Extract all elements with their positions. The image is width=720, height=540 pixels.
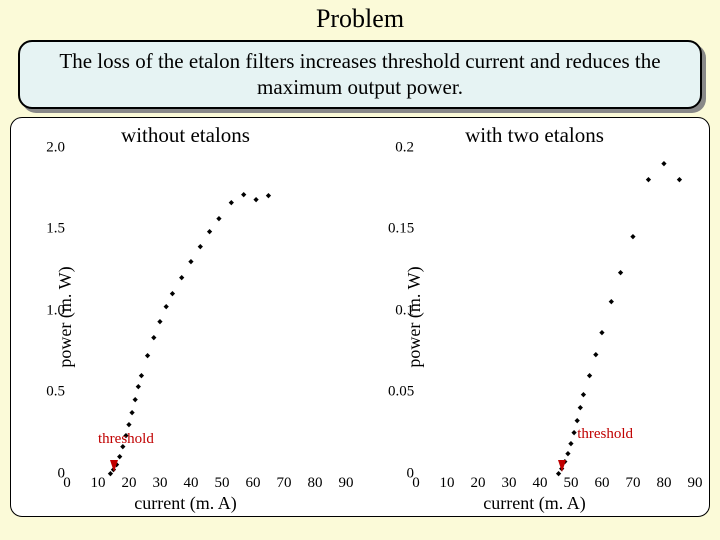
plot-area-left: ◆◆◆◆◆◆◆◆◆◆◆◆◆◆◆◆◆◆◆◆◆◆◆◆◆threshold [67,148,346,474]
data-point: ◆ [139,372,144,379]
ytick: 0.5 [39,384,65,401]
ytick: 1.0 [39,302,65,319]
plot-area-right: ◆◆◆◆◆◆◆◆◆◆◆◆◆◆◆◆◆◆threshold [416,148,695,474]
data-point: ◆ [145,353,150,360]
data-point: ◆ [565,450,570,457]
data-point: ◆ [129,410,134,417]
data-point: ◆ [599,330,604,337]
data-point: ◆ [568,441,573,448]
xtick: 40 [533,475,548,492]
data-point: ◆ [157,318,162,325]
xtick: 90 [339,475,354,492]
callout-text: The loss of the etalon filters increases… [18,40,702,109]
data-point: ◆ [630,234,635,241]
callout-box: The loss of the etalon filters increases… [18,40,702,109]
ytick: 0.05 [388,384,414,401]
xlabel-right: current (m. A) [360,493,709,514]
data-point: ◆ [207,229,212,236]
xtick: 60 [595,475,610,492]
xtick: 30 [502,475,517,492]
ytick: 0.1 [388,302,414,319]
chart-without-etalons: without etalons power (m. W) ◆◆◆◆◆◆◆◆◆◆◆… [11,118,360,516]
page-title: Problem [0,0,720,34]
charts-panel: without etalons power (m. W) ◆◆◆◆◆◆◆◆◆◆◆… [10,117,710,517]
data-point: ◆ [163,304,168,311]
xlabel-left: current (m. A) [11,493,360,514]
data-point: ◆ [646,177,651,184]
threshold-label: threshold [98,431,154,448]
data-point: ◆ [593,351,598,358]
xtick: 10 [440,475,455,492]
xtick: 30 [153,475,168,492]
ytick: 2.0 [39,139,65,156]
data-point: ◆ [571,429,576,436]
xtick: 80 [308,475,323,492]
ytick: 0.2 [388,139,414,156]
data-point: ◆ [661,160,666,167]
data-point: ◆ [229,199,234,206]
data-point: ◆ [179,274,184,281]
ytick: 0 [388,465,414,482]
xtick: 60 [246,475,261,492]
xtick: 0 [63,475,71,492]
ytick: 0.15 [388,221,414,238]
ytick: 0 [39,465,65,482]
data-point: ◆ [188,258,193,265]
data-point: ◆ [151,335,156,342]
xtick: 50 [564,475,579,492]
xtick: 0 [412,475,420,492]
data-point: ◆ [677,177,682,184]
threshold-label: threshold [577,426,633,443]
data-point: ◆ [574,418,579,425]
data-point: ◆ [136,384,141,391]
data-point: ◆ [587,372,592,379]
data-point: ◆ [241,191,246,198]
data-point: ◆ [216,216,221,223]
data-point: ◆ [170,291,175,298]
xtick: 40 [184,475,199,492]
xtick: 70 [277,475,292,492]
threshold-arrow-icon [558,460,566,472]
data-point: ◆ [198,243,203,250]
threshold-arrow-icon [110,460,118,472]
xtick: 20 [471,475,486,492]
data-point: ◆ [578,405,583,412]
data-point: ◆ [117,454,122,461]
data-point: ◆ [618,270,623,277]
chart-with-two-etalons: with two etalons power (m. W) ◆◆◆◆◆◆◆◆◆◆… [360,118,709,516]
xtick: 70 [626,475,641,492]
xtick: 90 [688,475,703,492]
xtick: 50 [215,475,230,492]
xtick: 20 [122,475,137,492]
data-point: ◆ [253,196,258,203]
data-point: ◆ [132,397,137,404]
data-point: ◆ [581,392,586,399]
data-point: ◆ [609,299,614,306]
xtick: 10 [91,475,106,492]
data-point: ◆ [126,421,131,428]
xtick: 80 [657,475,672,492]
ytick: 1.5 [39,221,65,238]
data-point: ◆ [266,193,271,200]
